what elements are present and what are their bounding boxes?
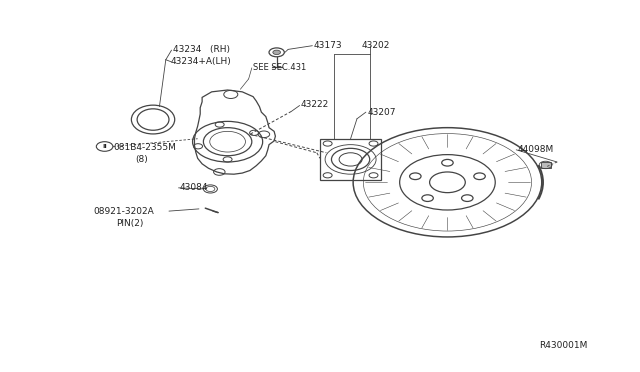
- Text: R430001M: R430001M: [540, 341, 588, 350]
- Text: 08921-3202A: 08921-3202A: [94, 207, 154, 217]
- Text: 43222: 43222: [301, 100, 329, 109]
- Text: (8): (8): [135, 155, 148, 164]
- Text: 43084: 43084: [180, 183, 208, 192]
- Text: 081B4-2355M: 081B4-2355M: [113, 143, 176, 152]
- FancyBboxPatch shape: [541, 162, 550, 168]
- Text: 43207: 43207: [368, 108, 396, 117]
- Text: 43234   (RH): 43234 (RH): [173, 45, 230, 54]
- Text: 44098M: 44098M: [518, 145, 554, 154]
- Text: 43202: 43202: [362, 41, 390, 50]
- Text: II: II: [102, 144, 107, 149]
- Text: 43173: 43173: [314, 41, 342, 50]
- Text: 43234+A(LH): 43234+A(LH): [170, 57, 231, 66]
- Text: PIN(2): PIN(2): [116, 219, 143, 228]
- Text: SEE SEC.431: SEE SEC.431: [253, 63, 307, 72]
- Circle shape: [273, 50, 280, 55]
